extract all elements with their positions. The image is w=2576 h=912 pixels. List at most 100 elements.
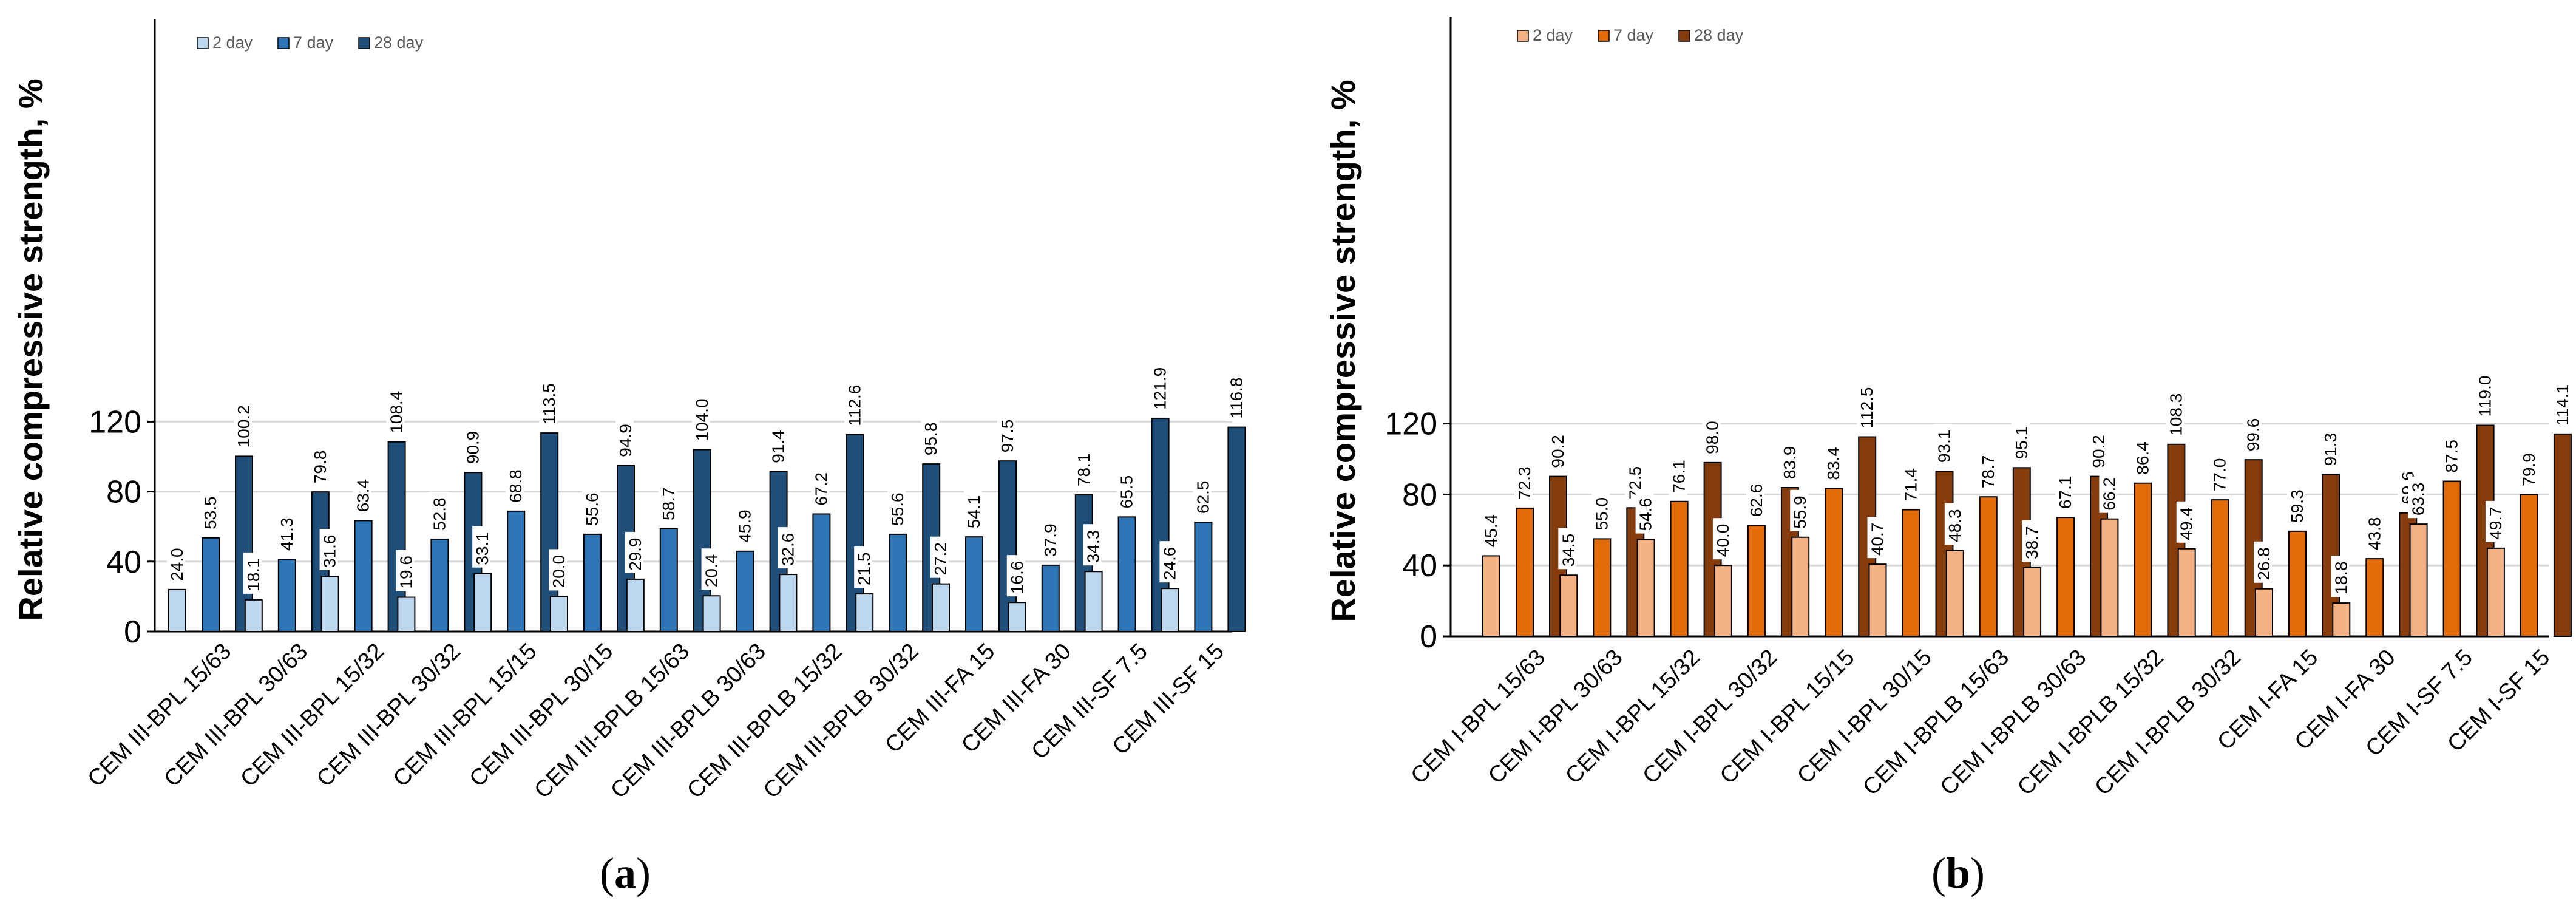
panel-label-letter: b [1946, 849, 1970, 897]
data-label-background [854, 546, 873, 588]
x-category-label: CEM I-BPLB 15/32 [2013, 645, 2169, 801]
y-axis-title: Relative compressive strength, % [1324, 80, 1362, 622]
x-category-label: CEM I-BPLB 15/63 [1858, 645, 2014, 801]
data-label-background [1712, 518, 1731, 560]
x-category-label: CEM I-BPL 30/63 [1483, 645, 1628, 789]
data-label-background [615, 418, 634, 460]
data-label: 55.6 [583, 492, 602, 526]
bar-7-day-cem-i-bplb-15-32 [2134, 482, 2152, 637]
bar-7-day-cem-iii-bpl-15-32 [354, 520, 373, 633]
data-label: 24.6 [1160, 547, 1179, 580]
data-label: 121.9 [1151, 367, 1170, 410]
data-label-background [396, 550, 415, 591]
bar-28-day-cem-iii-sf-15 [1227, 426, 1246, 633]
x-category-label: CEM III-BPL 15/63 [83, 639, 237, 792]
bar-7-day-cem-iii-bplb-30-63 [736, 550, 754, 632]
y-tick-label: 120 [1385, 407, 1437, 442]
data-label: 72.3 [1515, 466, 1534, 500]
legend-swatch-28-day [358, 37, 370, 49]
data-label: 114.1 [2553, 384, 2572, 426]
y-tick-label: 40 [1402, 548, 1437, 584]
y-axis-title: Relative compressive strength, % [12, 78, 50, 621]
data-label: 62.5 [1193, 481, 1212, 514]
data-label: 55.0 [1592, 497, 1611, 531]
bar-7-day-cem-i-bpl-30-63 [1593, 538, 1612, 638]
data-label: 76.1 [1670, 460, 1689, 493]
data-label: 116.8 [1227, 378, 1246, 419]
data-label-background [319, 528, 338, 570]
data-label: 18.1 [244, 558, 263, 591]
data-label-background [276, 512, 295, 554]
bar-2-day-cem-iii-fa-30 [1008, 602, 1026, 633]
bar-7-day-cem-i-bplb-30-32 [2211, 499, 2229, 637]
bar-2-day-cem-iii-bpl-15-15 [473, 573, 492, 632]
data-label: 99.6 [2244, 418, 2263, 452]
data-label: 34.3 [1084, 530, 1103, 563]
data-label-background [1193, 475, 1212, 516]
data-label: 90.2 [2089, 435, 2108, 468]
data-label: 27.2 [931, 542, 950, 576]
data-label: 78.7 [1979, 455, 1998, 489]
data-label: 90.2 [1548, 435, 1567, 468]
data-label: 108.4 [387, 391, 406, 434]
data-label-background [1669, 454, 1687, 495]
data-label-background [582, 486, 600, 528]
data-label: 20.4 [702, 554, 721, 588]
bar-2-day-cem-i-bpl-30-32 [1713, 565, 1732, 638]
data-label-background [734, 503, 753, 545]
data-label: 108.3 [2166, 393, 2185, 436]
legend-swatch-28-day [1678, 30, 1690, 42]
data-label: 95.1 [2012, 426, 2031, 460]
data-label-background [658, 481, 677, 523]
bar-7-day-cem-iii-bpl-30-32 [430, 538, 449, 632]
legend-swatch-7-day [1598, 30, 1610, 42]
bar-2-day-cem-iii-bpl-15-32 [320, 575, 339, 633]
data-label: 45.4 [1482, 514, 1500, 548]
bar-7-day-cem-i-bpl-30-15 [1902, 509, 1920, 638]
data-label: 29.9 [626, 537, 645, 571]
data-label-background [1040, 517, 1059, 559]
data-label: 62.6 [1747, 484, 1766, 517]
data-label-background [2287, 483, 2305, 525]
data-label: 48.3 [1945, 509, 1964, 542]
data-label: 83.9 [1780, 446, 1799, 480]
data-label-background [1867, 517, 1886, 559]
bar-2-day-cem-i-bplb-15-63 [1945, 550, 1964, 637]
legend-label: 7 day [1613, 26, 1654, 44]
data-label: 54.6 [1636, 498, 1655, 531]
bar-7-day-cem-iii-bpl-30-63 [277, 559, 296, 633]
data-label: 67.1 [2056, 476, 2075, 509]
data-label-background [2022, 520, 2041, 562]
data-label: 66.2 [2100, 477, 2118, 511]
data-label-background [243, 552, 262, 594]
data-label: 113.5 [540, 383, 558, 424]
data-label-background [2166, 387, 2185, 438]
data-label-background [2089, 429, 2107, 471]
bar-7-day-cem-i-bplb-15-63 [1979, 496, 1998, 637]
x-category-label: CEM I-BPL 30/32 [1638, 645, 1782, 789]
data-label-background [2254, 541, 2272, 583]
bar-7-day-cem-i-bpl-15-15 [1825, 488, 1843, 637]
data-label-background [2132, 435, 2151, 477]
panel-label: (a) [600, 849, 651, 897]
x-category-label: CEM III-BPL 30/15 [465, 639, 619, 792]
bar-7-day-cem-iii-bpl-30-15 [583, 533, 602, 633]
data-label: 43.8 [2365, 517, 2384, 551]
data-label-background [768, 424, 787, 466]
data-label-background [1558, 528, 1577, 570]
x-category-label: CEM I-BPLB 30/32 [2090, 645, 2246, 801]
data-label: 24.0 [168, 548, 186, 581]
data-label: 31.6 [320, 534, 339, 568]
legend-swatch-2-day [197, 37, 209, 49]
bar-2-day-cem-i-bplb-30-32 [2177, 548, 2196, 638]
data-label: 97.5 [998, 420, 1017, 453]
data-label-background [2408, 477, 2427, 519]
legend-label: 2 day [1533, 26, 1573, 44]
data-label-background [2243, 412, 2262, 454]
chart-panel-b: 0 40 80 120 Relative compressive strength, %… [1324, 17, 2572, 897]
y-tick-label: 80 [1402, 477, 1437, 512]
bar-2-day-cem-iii-bpl-30-63 [244, 599, 263, 633]
legend-swatch-7-day [277, 37, 290, 49]
data-label-background [1823, 441, 1842, 483]
data-label-background [844, 377, 863, 429]
